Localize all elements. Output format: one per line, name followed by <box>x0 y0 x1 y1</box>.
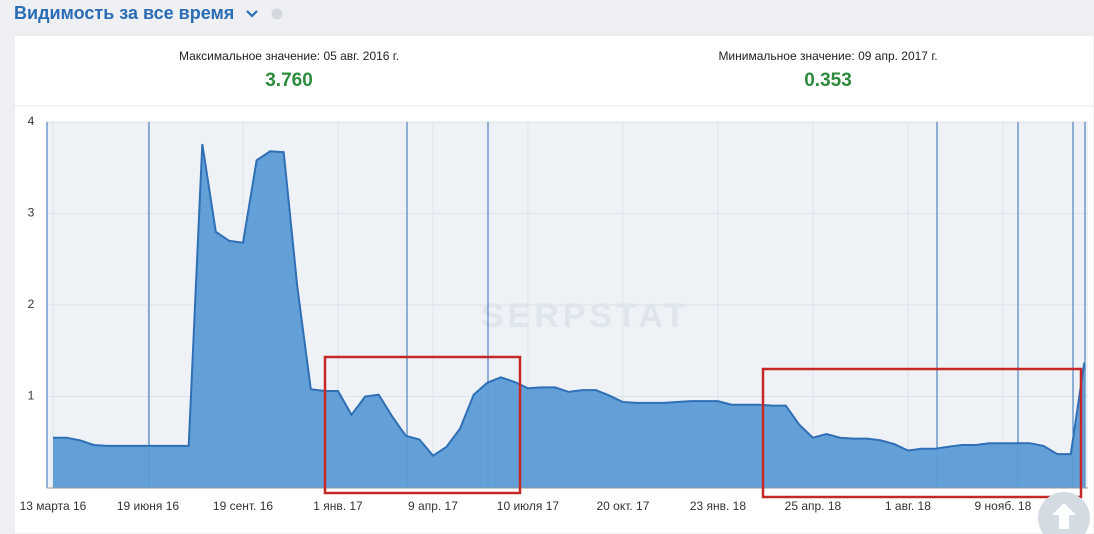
x-tick-label: 10 июля 17 <box>497 499 560 513</box>
scroll-top-arrow <box>1052 503 1076 529</box>
highlight-box <box>761 367 1083 499</box>
area <box>53 144 1085 488</box>
x-tick-label: 20 окт. 17 <box>596 499 649 513</box>
x-tick-label: 23 янв. 18 <box>690 499 747 513</box>
x-tick-label: 19 сент. 16 <box>213 499 273 513</box>
x-tick-label: 13 марта 16 <box>20 499 87 513</box>
x-tick-label: 1 янв. 17 <box>313 499 363 513</box>
x-tick-label: 19 июня 16 <box>117 499 180 513</box>
x-tick-label: 25 апр. 18 <box>785 499 842 513</box>
y-tick-label: 2 <box>28 297 35 311</box>
line <box>53 143 1086 458</box>
watermark: SERPSTAT <box>481 297 689 335</box>
chart-title: Видимость за все время <box>14 3 234 23</box>
y-tick-label: 3 <box>28 206 35 220</box>
plot: 13 марта 16 19 июня 16 19 сент. 16 1 янв. 1… <box>20 114 1088 513</box>
min-label: Минимальное значение: 09 апр. 2017 г. <box>718 49 937 63</box>
y-tick-label: 4 <box>28 114 35 128</box>
min-value: 0.353 <box>804 70 852 91</box>
info-icon[interactable] <box>271 8 283 20</box>
max-value: 3.760 <box>265 70 313 91</box>
max-label: Максимальное значение: 05 авг. 2016 г. <box>179 49 399 63</box>
x-tick-label: 9 нояб. 18 <box>975 499 1032 513</box>
x-tick-label: 9 апр. 17 <box>408 499 458 513</box>
highlight-box <box>323 355 522 495</box>
dropdown-chevron[interactable] <box>246 10 258 18</box>
x-tick-label: 1 авг. 18 <box>885 499 931 513</box>
y-tick-label: 1 <box>28 389 35 403</box>
